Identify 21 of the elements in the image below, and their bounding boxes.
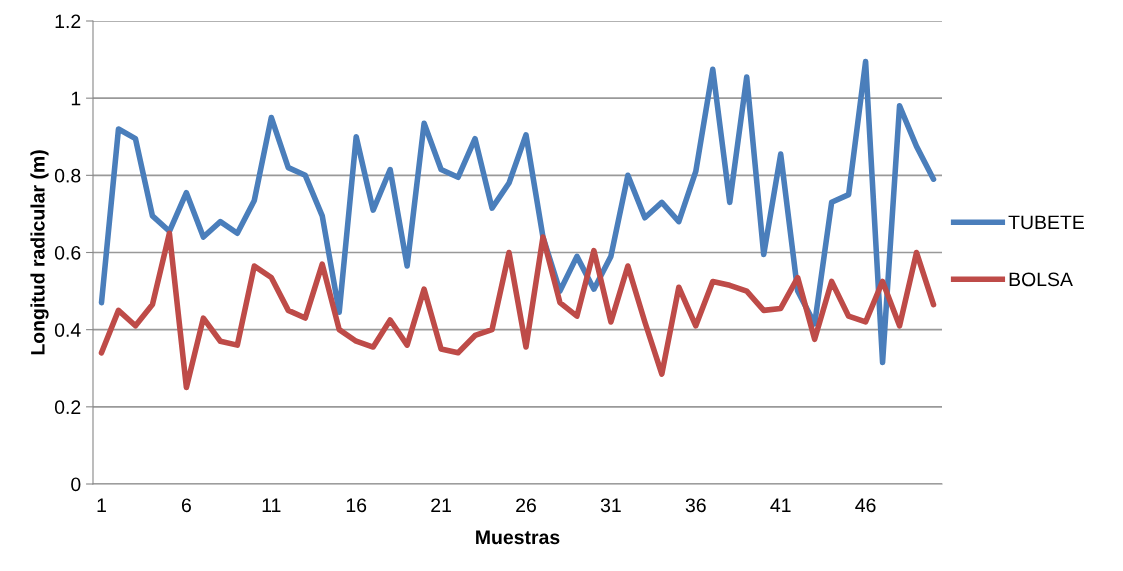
x-axis-title: Muestras: [476, 530, 560, 545]
x-tick-label: 21: [431, 498, 451, 512]
y-tick-label: 0: [71, 477, 81, 492]
legend-label: TUBETE: [1008, 215, 1084, 230]
y-tick-label: 0.2: [54, 400, 81, 415]
x-tick-label: 26: [516, 498, 536, 513]
y-axis-title: Longitud radicular (m): [30, 150, 49, 355]
x-tick-label: 41: [770, 498, 791, 512]
x-tick-label: 36: [685, 498, 706, 513]
x-tick-label: 11: [262, 498, 281, 512]
x-tick-label: 16: [346, 498, 367, 513]
y-tick-label: 0.4: [54, 323, 81, 337]
x-tick-label: 31: [600, 498, 621, 513]
x-tick-label: 6: [181, 498, 191, 513]
y-tick-label: 0.6: [54, 245, 81, 260]
legend-label: BOLSA: [1009, 272, 1073, 287]
y-tick-label: 1.2: [55, 14, 81, 29]
y-tick-label: 1: [71, 91, 81, 106]
x-tick-label: 46: [855, 498, 876, 513]
x-tick-label: 1: [97, 498, 106, 512]
y-tick-label: 0.8: [54, 168, 81, 183]
